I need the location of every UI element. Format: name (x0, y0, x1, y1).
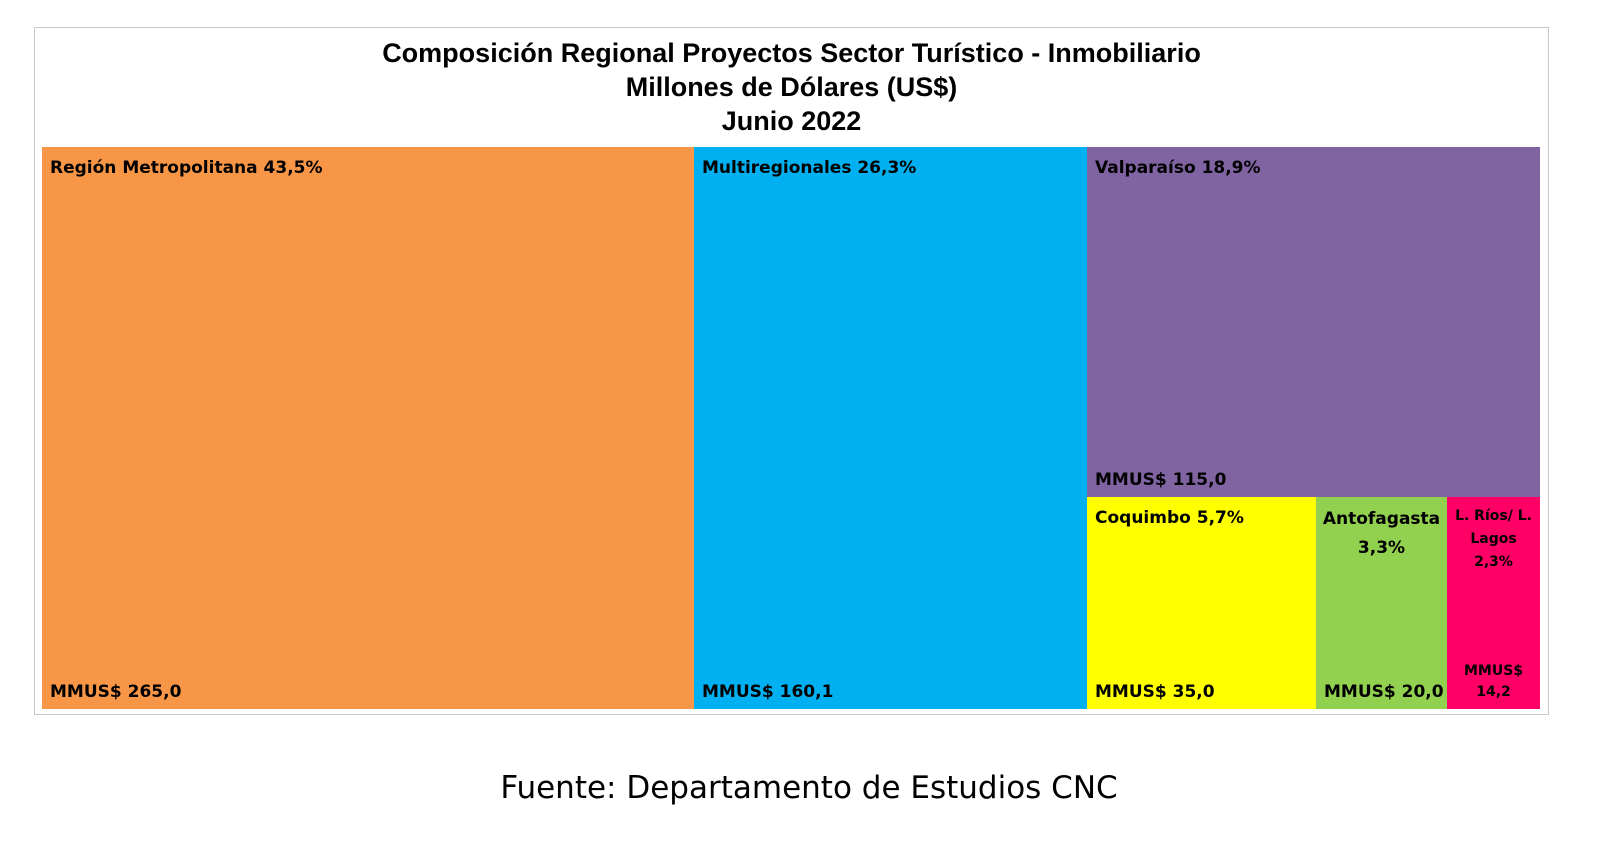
treemap-tile-los-rios-los-lagos: L. Ríos/ L. Lagos 2,3% MMUS$ 14,2 (1447, 497, 1540, 709)
tile-value-line-1: MMUS$ (1463, 663, 1524, 679)
tile-label-line-2: Lagos (1470, 531, 1517, 547)
tile-label-line-1: Antofagasta (1322, 509, 1441, 529)
treemap-tile-antofagasta: Antofagasta 3,3% MMUS$ 20,0 (1316, 497, 1447, 709)
tile-label: Antofagasta 3,3% (1316, 505, 1447, 563)
tile-value-line-2: 14,2 (1476, 684, 1511, 700)
treemap-tile-valparaiso: Valparaíso 18,9% MMUS$ 115,0 (1087, 147, 1540, 497)
chart-titles: Composición Regional Proyectos Sector Tu… (34, 36, 1549, 138)
tile-label-line-1: L. Ríos/ L. (1455, 508, 1532, 524)
tile-label: L. Ríos/ L. Lagos 2,3% (1447, 505, 1540, 574)
chart-title: Composición Regional Proyectos Sector Tu… (382, 38, 1201, 68)
treemap-tile-coquimbo: Coquimbo 5,7% MMUS$ 35,0 (1087, 497, 1316, 709)
chart-subtitle-date: Junio 2022 (721, 106, 862, 136)
treemap-tile-multiregionales: Multiregionales 26,3% MMUS$ 160,1 (694, 147, 1087, 709)
tile-value: MMUS$ 160,1 (702, 682, 834, 702)
tile-label-line-2: 3,3% (1357, 538, 1406, 558)
tile-value: MMUS$ 20,0 (1324, 682, 1444, 702)
tile-value: MMUS$ 115,0 (1095, 470, 1227, 490)
tile-label: Multiregionales 26,3% (702, 158, 917, 178)
tile-label: Valparaíso 18,9% (1095, 158, 1261, 178)
tile-label: Región Metropolitana 43,5% (50, 158, 323, 178)
tile-value: MMUS$ 265,0 (50, 682, 182, 702)
chart-subtitle-units: Millones de Dólares (US$) (625, 72, 958, 102)
tile-value: MMUS$ 14,2 (1447, 661, 1540, 703)
tile-label: Coquimbo 5,7% (1095, 508, 1244, 528)
tile-label-line-3: 2,3% (1474, 554, 1513, 570)
tile-value: MMUS$ 35,0 (1095, 682, 1215, 702)
source-note: Fuente: Departamento de Estudios CNC (500, 770, 1118, 806)
treemap-tile-region-metropolitana: Región Metropolitana 43,5% MMUS$ 265,0 (42, 147, 694, 709)
